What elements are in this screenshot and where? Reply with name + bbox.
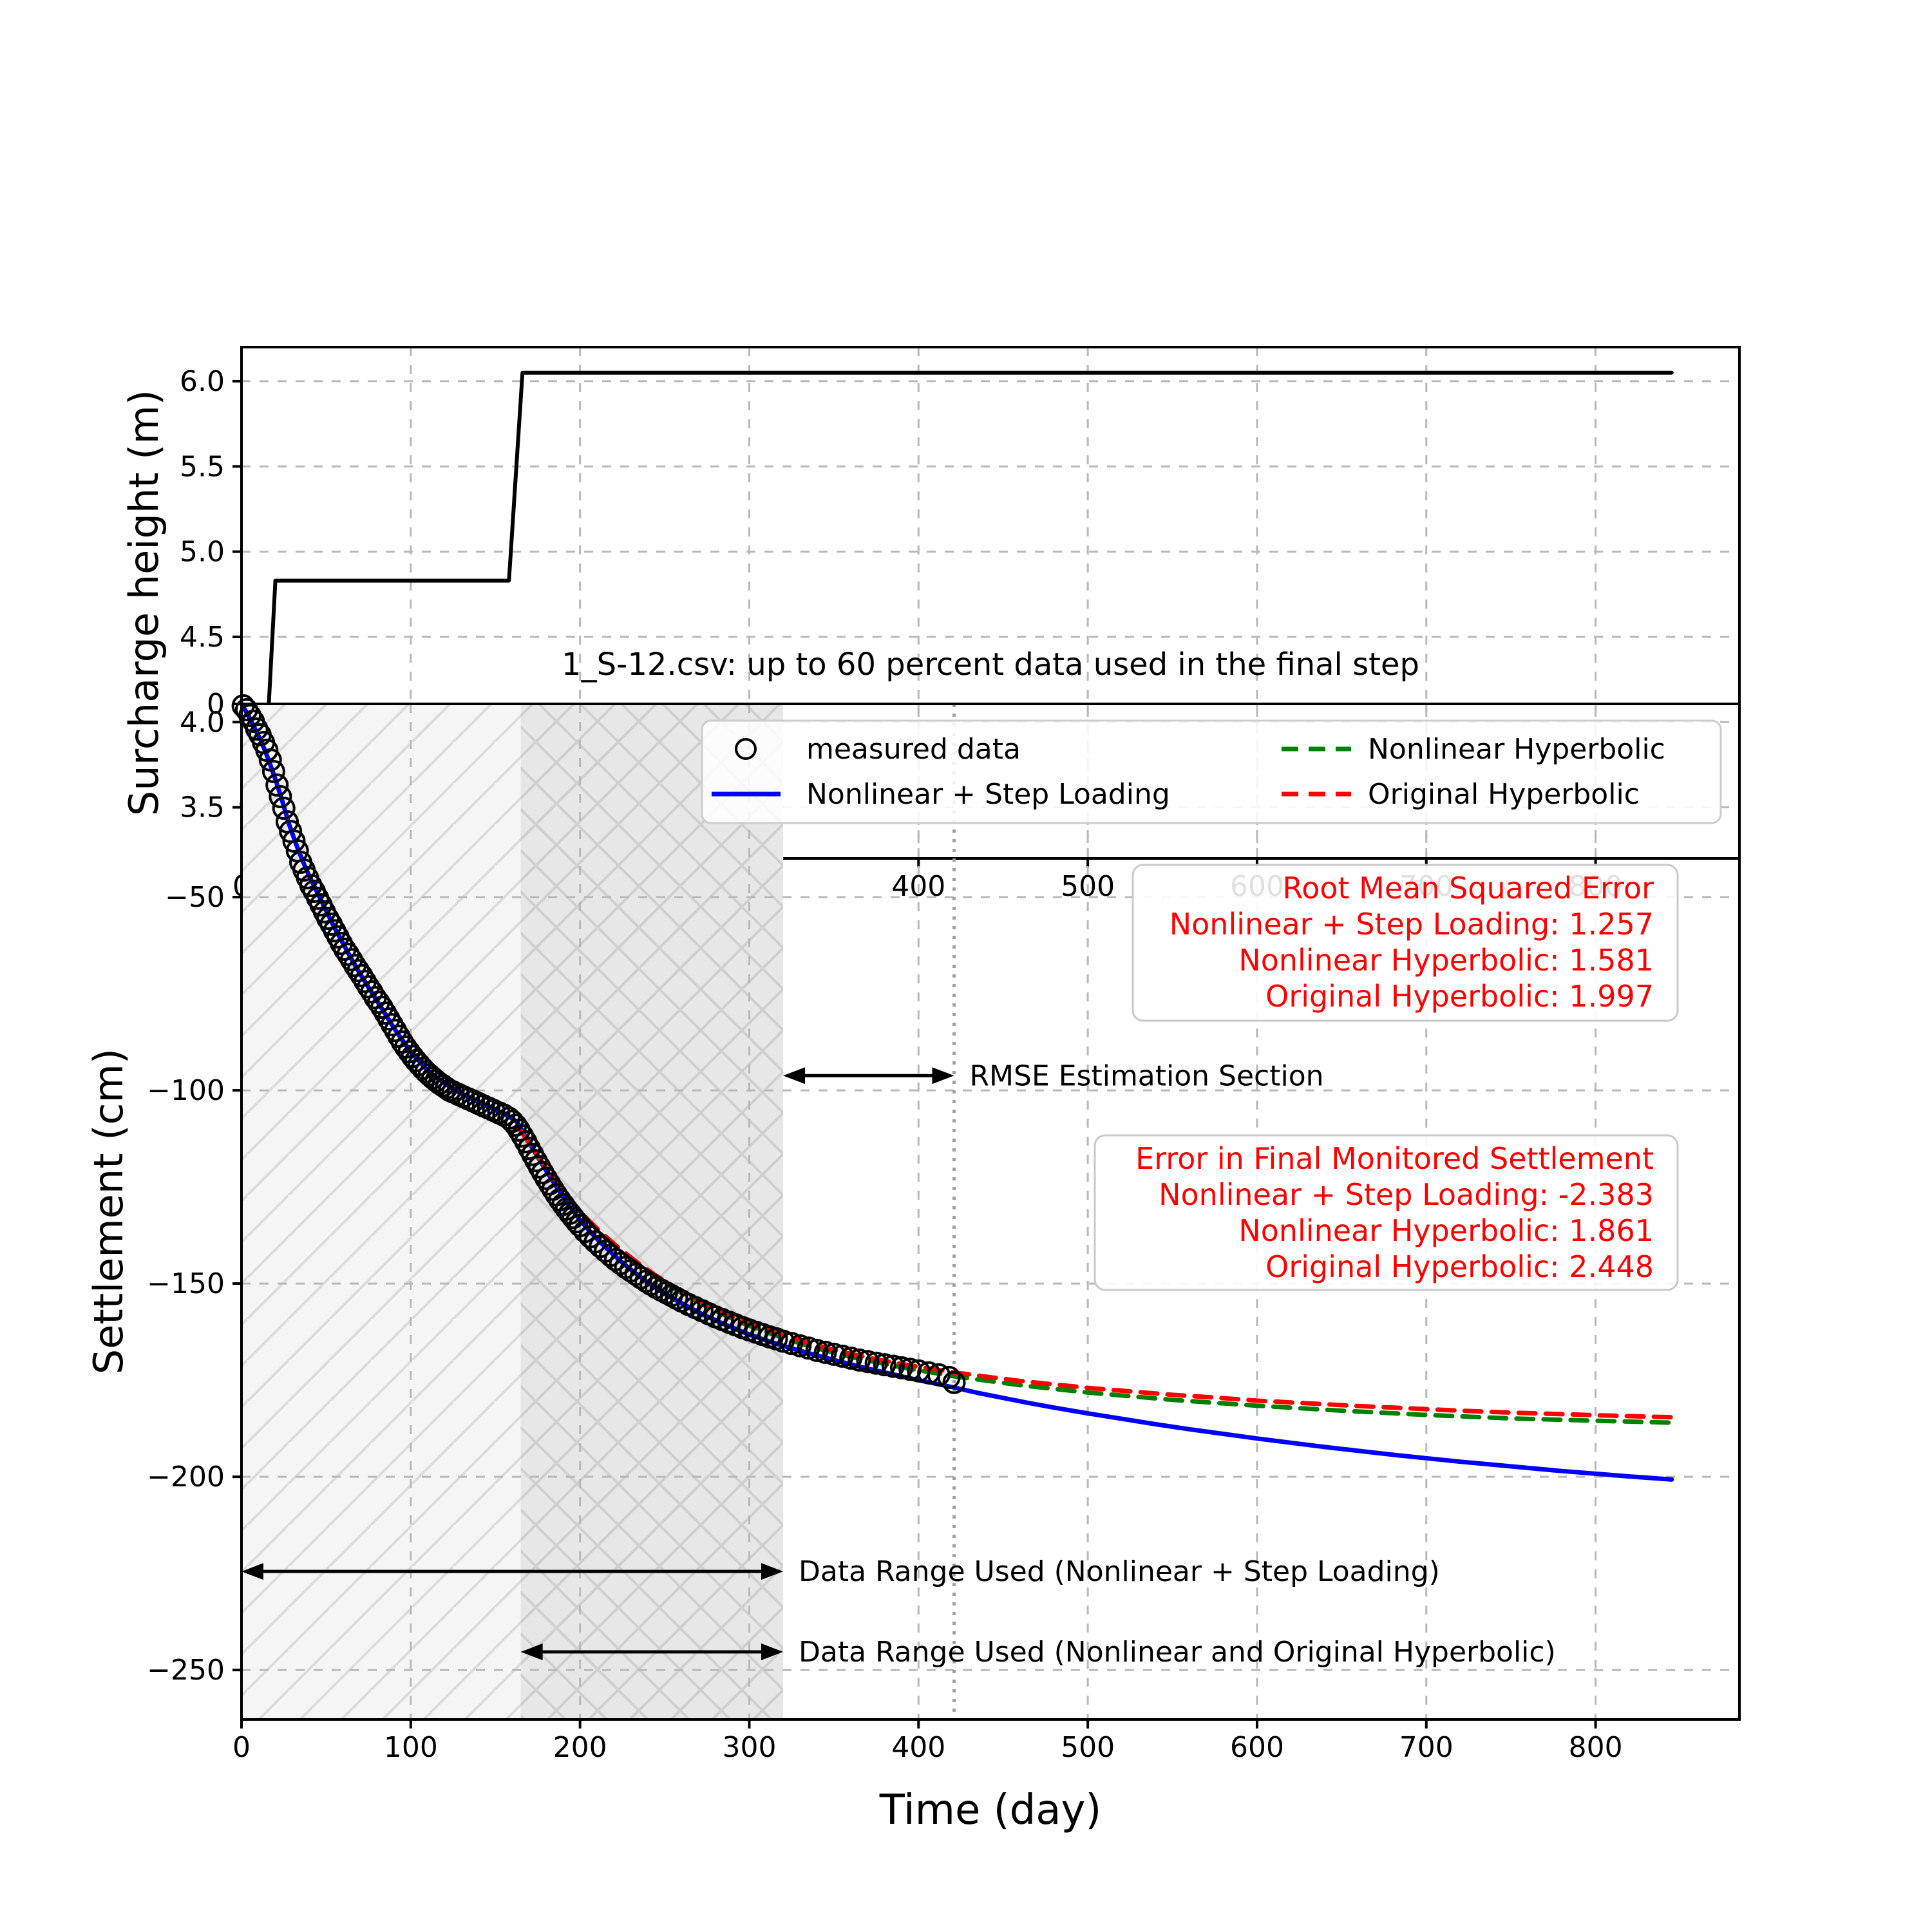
measured-point xyxy=(380,1013,404,1037)
rmse-title: Root Mean Squared Error xyxy=(1282,871,1654,905)
measured-point xyxy=(873,1353,896,1377)
legend-label-measured: measured data xyxy=(806,733,1021,766)
axes-frame xyxy=(240,703,1741,1721)
legend: measured data Nonlinear + Step Loading N… xyxy=(701,719,1722,824)
y-tick-label: −200 xyxy=(147,1461,225,1493)
final-error-title: Error in Final Monitored Settlement xyxy=(1135,1141,1654,1176)
rmse-original-hyperbolic: Original Hyperbolic: 1.997 xyxy=(1265,979,1654,1014)
x-tick-label: 300 xyxy=(722,1731,776,1764)
measured-point xyxy=(562,1206,585,1229)
measured-point xyxy=(261,760,285,783)
final-error-step-loading: Nonlinear + Step Loading: -2.383 xyxy=(1159,1177,1654,1212)
measured-point xyxy=(316,907,339,930)
final-error-box-frame xyxy=(1094,1134,1679,1291)
measured-point xyxy=(370,996,394,1019)
legend-label-step-loading: Nonlinear + Step Loading xyxy=(806,778,1170,811)
final-error-original-hyperbolic: Original Hyperbolic: 2.448 xyxy=(1265,1249,1654,1284)
y-tick-label: 4.5 xyxy=(180,621,225,654)
legend-label-original-hyperbolic: Original Hyperbolic xyxy=(1368,778,1640,811)
settlement-chart: RMSE Estimation Section Data Range Used (… xyxy=(147,688,1741,1764)
measured-point xyxy=(272,797,296,820)
arrow-label-0: RMSE Estimation Section xyxy=(969,1059,1323,1092)
page-title: 1_S-12.csv: up to 60 percent data used i… xyxy=(562,647,1419,683)
measured-point xyxy=(350,963,374,987)
y-tick-label: 6.0 xyxy=(180,365,225,398)
x-tick-label: 0 xyxy=(232,1731,251,1764)
arrow-head-left xyxy=(783,1067,806,1084)
measured-point xyxy=(531,1160,554,1184)
arrow-head-right xyxy=(761,1563,784,1580)
rmse-nonlinear-hyperbolic: Nonlinear Hyperbolic: 1.581 xyxy=(1238,943,1654,978)
measured-point xyxy=(255,739,279,762)
final-error-box: Error in Final Monitored Settlement Nonl… xyxy=(1094,1134,1679,1291)
rmse-box: Root Mean Squared Error Nonlinear + Step… xyxy=(1132,864,1679,1022)
bottom-x-axis-label: Time (day) xyxy=(879,1786,1102,1834)
x-tick-label: 100 xyxy=(384,1731,438,1764)
measured-data-points xyxy=(231,694,966,1394)
rmse-box-frame xyxy=(1132,864,1679,1022)
arrow-head-left xyxy=(520,1643,543,1660)
x-tick-label: 800 xyxy=(1569,1731,1623,1764)
arrow-label-1: Data Range Used (Nonlinear + Step Loadin… xyxy=(799,1555,1440,1588)
measured-point xyxy=(788,1334,812,1358)
x-tick-label: 400 xyxy=(891,1731,945,1764)
measured-point xyxy=(881,1354,905,1378)
y-tick-label: −250 xyxy=(147,1654,225,1687)
legend-label-nonlinear-hyperbolic: Nonlinear Hyperbolic xyxy=(1368,733,1665,766)
x-tick-label: 600 xyxy=(1230,1731,1284,1764)
measured-point xyxy=(864,1351,888,1375)
measured-point xyxy=(772,1329,795,1353)
measured-point xyxy=(265,773,289,797)
arrow-head-right xyxy=(932,1067,954,1084)
y-tick-label: 5.5 xyxy=(180,450,225,483)
measured-point xyxy=(374,1001,397,1025)
measured-point xyxy=(258,748,282,772)
x-tick-label: 200 xyxy=(553,1731,607,1764)
rmse-step-loading: Nonlinear + Step Loading: 1.257 xyxy=(1170,907,1654,942)
measured-point xyxy=(890,1356,913,1379)
measured-point xyxy=(336,942,360,966)
y-tick-label: 5.0 xyxy=(180,536,225,569)
measured-point xyxy=(797,1336,820,1360)
measured-point xyxy=(831,1344,854,1368)
axes-frame xyxy=(240,346,1741,860)
arrow-label-2: Data Range Used (Nonlinear and Original … xyxy=(799,1636,1556,1669)
measured-point xyxy=(937,1365,961,1389)
measured-point xyxy=(780,1332,804,1356)
y-tick-label: −100 xyxy=(147,1074,225,1107)
measured-point xyxy=(822,1342,846,1366)
measured-point xyxy=(839,1346,863,1370)
final-error-nonlinear-hyperbolic: Nonlinear Hyperbolic: 1.861 xyxy=(1238,1213,1654,1248)
measured-point xyxy=(805,1338,829,1362)
measured-point xyxy=(269,785,292,808)
arrow-head-right xyxy=(761,1643,784,1660)
measured-point xyxy=(856,1350,880,1374)
legend-box xyxy=(701,719,1722,824)
measured-point xyxy=(813,1340,837,1364)
x-tick-label: 500 xyxy=(1061,1731,1115,1764)
measured-point xyxy=(507,1118,531,1142)
measured-point xyxy=(848,1348,871,1372)
x-tick-label: 700 xyxy=(1399,1731,1454,1764)
measured-point xyxy=(282,829,306,853)
measured-point xyxy=(898,1358,922,1381)
nonlinear-hyperbolic-curve xyxy=(518,1128,1674,1425)
measured-point xyxy=(942,1370,966,1394)
arrow-head-left xyxy=(242,1563,263,1580)
legend-measured-marker-icon xyxy=(735,738,757,760)
y-tick-label: 4.0 xyxy=(180,706,225,739)
top-y-axis-label: Surcharge height (m) xyxy=(120,390,167,816)
y-tick-label: −50 xyxy=(165,881,225,914)
step-loading-curve xyxy=(239,701,1674,1482)
y-tick-label: 3.5 xyxy=(180,791,225,824)
bottom-y-axis-label: Settlement (cm) xyxy=(85,1048,132,1374)
y-tick-label: 0 xyxy=(207,688,225,721)
y-tick-label: −150 xyxy=(147,1267,225,1300)
